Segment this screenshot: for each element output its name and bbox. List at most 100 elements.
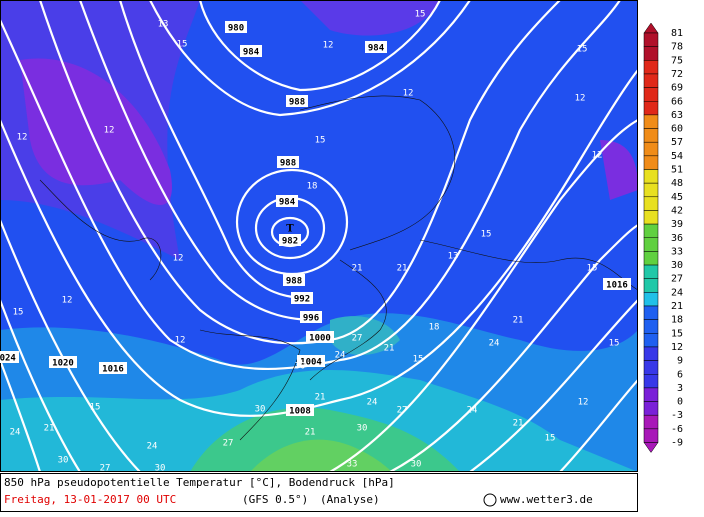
temperature-label: 27	[352, 334, 363, 344]
temperature-label: 21	[513, 419, 524, 429]
legend-label: 24	[671, 287, 683, 298]
isobar-label: 1004	[300, 358, 322, 368]
temperature-label: 24	[147, 442, 158, 452]
legend-label: 0	[677, 397, 683, 408]
legend-swatch	[643, 101, 659, 116]
temperature-label: 12	[575, 94, 586, 104]
temperature-label: 15	[13, 308, 24, 318]
legend-label: 81	[671, 28, 683, 39]
legend-swatch	[643, 319, 659, 334]
footer-title: 850 hPa pseudopotentielle Temperatur [°C…	[4, 476, 395, 489]
legend-label: 69	[671, 83, 683, 94]
isobar-label-bg	[276, 195, 298, 207]
temperature-label: 13	[448, 252, 459, 262]
legend-swatch	[643, 387, 659, 402]
isobar-label-bg	[297, 355, 325, 367]
isobar-label: 984	[243, 48, 260, 58]
temperature-label: 24	[367, 398, 378, 408]
temperature-label: 21	[305, 428, 316, 438]
isobar-label: 1016	[102, 365, 124, 375]
temperature-label: 24	[335, 351, 346, 361]
isobar-label-bg	[603, 278, 631, 290]
isobar-label: 980	[228, 24, 244, 34]
legend-swatch	[643, 155, 659, 170]
temperature-label: 12	[403, 89, 414, 99]
temperature-label: 13	[158, 20, 169, 30]
legend-swatch	[643, 73, 659, 88]
temperature-label: 27	[100, 464, 111, 474]
temperature-label: 15	[481, 230, 492, 240]
isobar-label-bg	[306, 331, 334, 343]
temperature-label: 30	[155, 464, 166, 474]
temperature-label: 24	[489, 339, 500, 349]
isobar-label-bg	[225, 21, 247, 33]
isobar-label: 1008	[289, 407, 311, 417]
isobar-label-bg	[99, 362, 127, 374]
temperature-label: 12	[62, 296, 73, 306]
legend-label: 48	[671, 178, 683, 189]
temperature-label: 21	[44, 424, 55, 434]
temperature-label: 12	[175, 336, 186, 346]
legend-swatch	[643, 182, 659, 198]
footer-model: (GFS 0.5°)	[242, 493, 308, 506]
temperature-label: 30	[411, 460, 422, 470]
temperature-label: 30	[295, 362, 306, 372]
legend-swatch	[643, 141, 659, 157]
isobar-label-bg	[286, 95, 308, 107]
legend-swatch	[643, 360, 659, 375]
legend-swatch	[643, 46, 659, 61]
coastlines	[39, 95, 638, 441]
temperature-label: 15	[577, 45, 588, 55]
legend-label: -3	[671, 410, 683, 421]
legend-swatch	[643, 278, 659, 293]
legend-swatch	[643, 414, 659, 430]
temperature-label: 33	[347, 460, 358, 470]
temperature-label: 12	[578, 398, 589, 408]
isobar-label: 1024	[0, 354, 16, 364]
map-field	[0, 0, 638, 472]
legend-swatch	[643, 346, 659, 361]
legend-label: 54	[671, 151, 683, 162]
legend-label: 78	[671, 42, 683, 53]
legend-arrow-bottom	[643, 442, 659, 453]
temperature-label: 15	[90, 403, 101, 413]
isobar-label-bg	[49, 356, 77, 368]
temperature-label: 12	[323, 41, 334, 51]
temperature-label: 15	[609, 339, 620, 349]
copyright-icon	[483, 493, 497, 507]
legend-label: 66	[671, 96, 683, 107]
footer-box	[0, 473, 638, 512]
isobar-label: 1000	[309, 334, 331, 344]
legend-label: 39	[671, 219, 683, 230]
footer-source: www.wetter3.de	[500, 493, 593, 506]
legend-swatch	[643, 60, 659, 75]
legend-swatch	[643, 401, 659, 416]
temperature-label: 21	[513, 316, 524, 326]
temperature-label: 12	[17, 133, 28, 143]
legend-label: 33	[671, 246, 683, 257]
legend-label: 3	[677, 383, 683, 394]
temperature-label: 30	[255, 405, 266, 415]
isobar-label: 988	[286, 277, 302, 287]
legend-label: 60	[671, 124, 683, 135]
temperature-label: 24	[10, 428, 21, 438]
legend-label: 18	[671, 315, 683, 326]
legend-label: 30	[671, 260, 683, 271]
legend-label: -6	[671, 424, 683, 435]
temperature-label: 12	[173, 254, 184, 264]
legend-swatch	[643, 237, 659, 252]
legend-swatch	[643, 32, 659, 47]
temperature-label: 27	[397, 406, 408, 416]
legend-label: 57	[671, 137, 683, 148]
legend-label: 72	[671, 69, 683, 80]
map-frame	[0, 0, 638, 472]
legend-label: 75	[671, 55, 683, 66]
legend-swatch	[643, 169, 659, 184]
temperature-label: 15	[315, 136, 326, 146]
temperature-label: 15	[587, 264, 598, 274]
legend-label: 15	[671, 328, 683, 339]
legend-label: 63	[671, 110, 683, 121]
isobar-label: 988	[280, 159, 296, 169]
legend-swatch	[643, 251, 659, 266]
